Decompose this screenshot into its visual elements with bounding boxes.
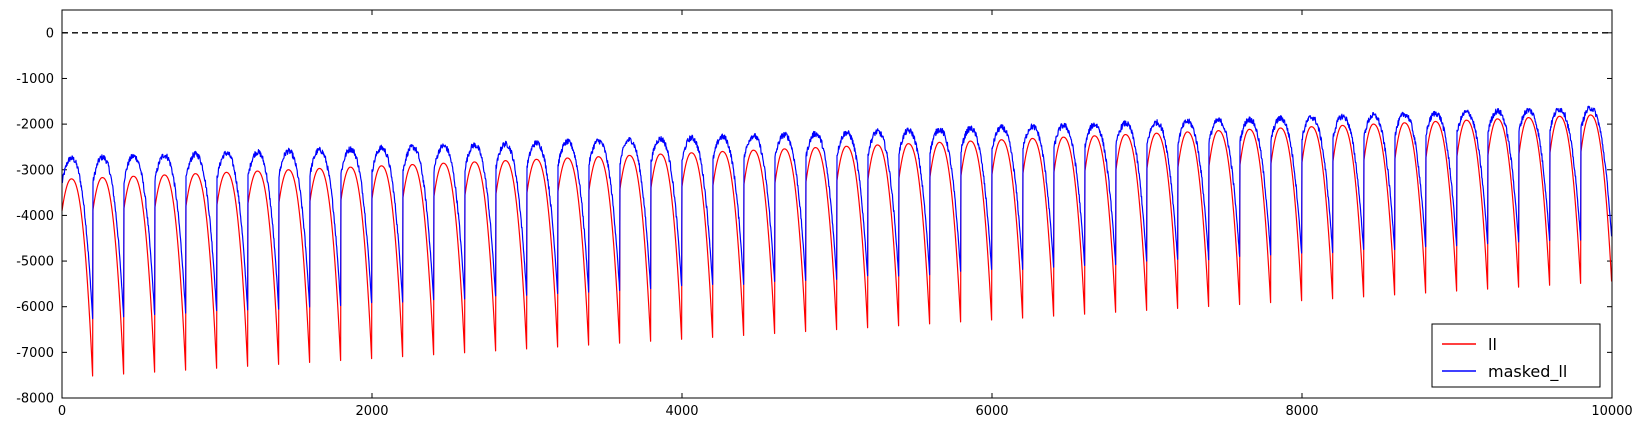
y-tick-label: -6000 <box>16 300 54 315</box>
x-tick-label: 2000 <box>355 404 388 419</box>
y-tick-label: -4000 <box>16 209 54 224</box>
axes-layer: 0 2000 4000 6000 8000 10000 0 -1000 -2000 -3000 -4… <box>16 10 1633 419</box>
y-tick-label: -1000 <box>16 72 54 87</box>
x-tick-label: 8000 <box>1285 404 1318 419</box>
y-tick-label: -3000 <box>16 163 54 178</box>
legend-box <box>1431 323 1601 388</box>
series-layer <box>61 105 1613 377</box>
y-tick-label: -5000 <box>16 255 54 270</box>
plot-frame <box>61 9 1613 399</box>
y-tick-label: 0 <box>46 26 54 41</box>
x-tick-label: 4000 <box>665 404 698 419</box>
y-tick-label: -2000 <box>16 118 54 133</box>
legend: ll masked_ll <box>1431 323 1601 388</box>
y-tick-label: -8000 <box>16 392 54 407</box>
x-tick-label: 6000 <box>975 404 1008 419</box>
y-tick-label: -7000 <box>16 346 54 361</box>
legend-label-ll: ll <box>1488 335 1497 354</box>
legend-label-masked-ll: masked_ll <box>1488 362 1567 382</box>
series-line-masked-ll <box>61 105 1613 320</box>
x-tick-label: 0 <box>58 404 66 419</box>
x-tick-label: 10000 <box>1591 404 1632 419</box>
